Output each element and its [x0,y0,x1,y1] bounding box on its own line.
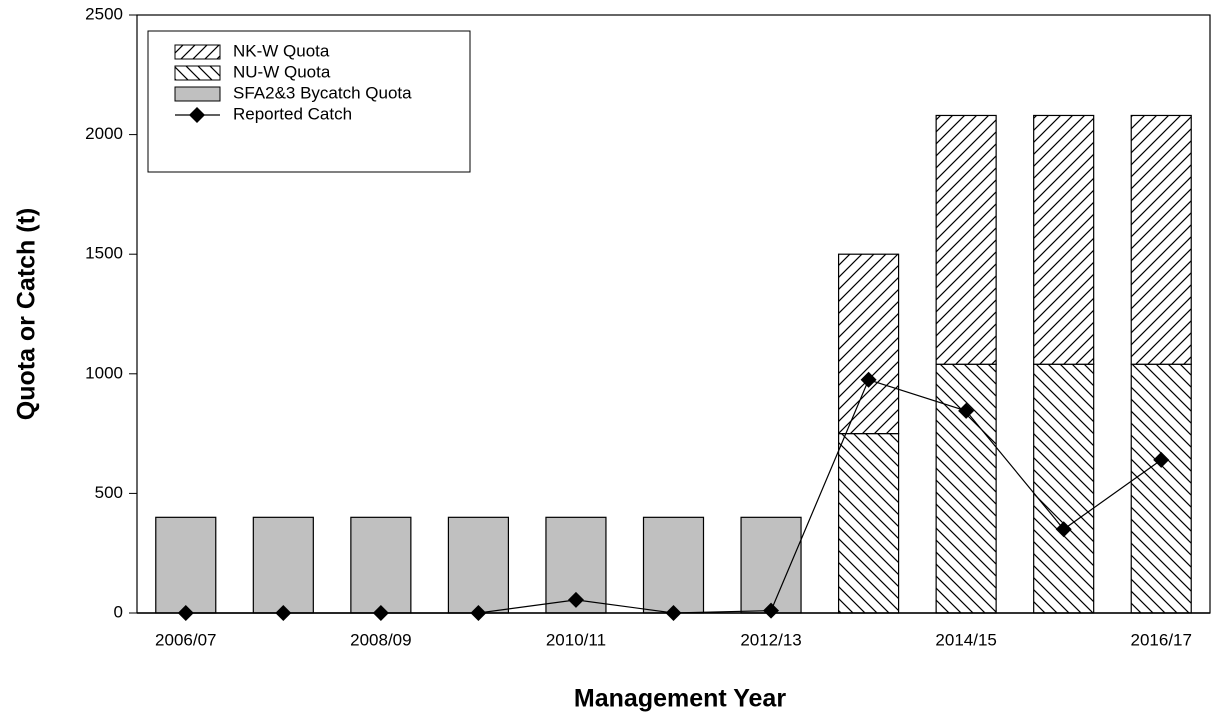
bar [447,516,510,614]
bar [935,363,997,614]
y-tick-label: 1500 [85,244,123,263]
bar [837,253,900,435]
bar [837,433,900,614]
legend-label: NK-W Quota [233,41,330,60]
y-axis-title: Quota or Catch (t) [13,208,41,421]
x-tick-label: 2010/11 [546,630,606,649]
plot-frame [136,14,1211,614]
bar [252,516,314,614]
marker [860,371,877,388]
legend-marker [189,107,205,123]
x-tick-label: 2014/15 [935,630,996,649]
marker [1153,451,1170,468]
legend-label: Reported Catch [233,104,352,123]
y-tick-label: 2500 [85,4,123,23]
legend-label: NU-W Quota [233,62,331,81]
legend-swatch [174,44,221,60]
x-tick-label: 2006/07 [155,630,216,649]
y-tick-label: 0 [114,602,123,621]
legend-label: SFA2&3 Bycatch Quota [233,83,412,102]
bar [155,516,217,614]
y-tick-label: 1000 [85,363,123,382]
bar [1033,114,1095,365]
bar [350,516,412,614]
legend: NK-W Quota NU-W Quota SFA2&3 Bycatch Quota… [147,30,471,173]
legend-swatch [174,86,221,102]
bar [935,114,997,365]
marker [1055,521,1072,538]
marker [958,402,975,419]
bar [1033,363,1095,614]
bar [1130,363,1192,614]
x-tick-label: 2008/09 [350,630,411,649]
y-tick-label: 500 [95,483,123,502]
y-tick-label: 2000 [85,124,123,143]
legend-swatch [174,65,221,81]
marker [567,591,584,608]
bar [642,516,705,614]
bar [740,516,802,614]
x-axis-title: Management Year [574,685,786,713]
x-tick-label: 2012/13 [740,630,801,649]
marker [763,602,780,619]
bar [1130,114,1192,365]
x-tick-label: 2016/17 [1131,630,1192,649]
